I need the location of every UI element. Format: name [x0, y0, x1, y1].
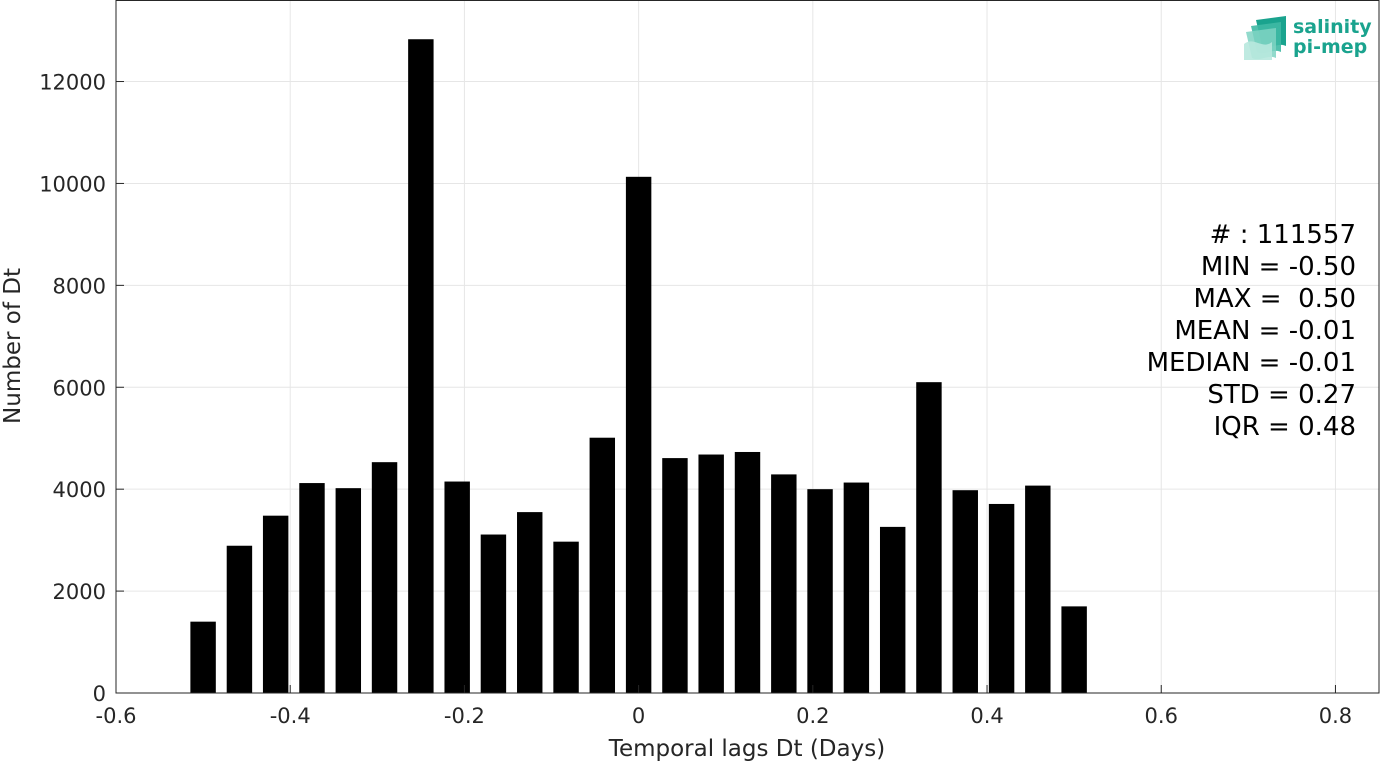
statistics-box: # : 111557 MIN = -0.50 MAX = 0.50 MEAN =…	[1147, 220, 1356, 442]
bars	[190, 39, 1087, 694]
x-tick-label-3: 0	[632, 704, 645, 728]
histogram-bar-16	[771, 474, 797, 693]
histogram-bar-22	[988, 503, 1015, 693]
logo-line-2: pi-mep	[1293, 36, 1367, 58]
stat-median: MEDIAN = -0.01	[1147, 348, 1356, 378]
y-tick-label-6: 12000	[39, 71, 106, 95]
histogram-bar-12	[625, 176, 652, 694]
y-axis-ticks: 0 2000 4000 6000 8000 10000 12000	[39, 71, 124, 706]
wave-layers-icon	[1244, 16, 1286, 60]
histogram-bar-7	[444, 481, 470, 693]
histogram-bar-3	[299, 483, 325, 693]
histogram-bar-9	[517, 512, 543, 693]
plot-frame	[115, 0, 1380, 694]
x-axis-title: Temporal lags Dt (Days)	[608, 736, 885, 762]
y-tick-label-3: 6000	[53, 376, 106, 400]
x-tick-label-7: 0.8	[1319, 704, 1352, 728]
histogram-bar-23	[1025, 485, 1051, 693]
stat-min: MIN = -0.50	[1201, 252, 1356, 282]
y-tick-label-2: 4000	[53, 478, 106, 502]
histogram-bar-5	[371, 462, 398, 693]
histogram-bar-10	[553, 541, 579, 693]
histogram-bar-20	[916, 382, 942, 693]
histogram-bar-4	[335, 488, 362, 693]
histogram-bar-14	[698, 454, 724, 693]
y-tick-label-0: 0	[93, 682, 106, 706]
histogram-bar-13	[662, 458, 688, 693]
stat-mean: MEAN = -0.01	[1174, 316, 1356, 346]
histogram-bar-8	[480, 534, 507, 693]
x-tick-label-6: 0.6	[1145, 704, 1178, 728]
stat-std: STD = 0.27	[1207, 380, 1356, 410]
stat-max: MAX = 0.50	[1194, 284, 1357, 314]
stat-iqr: IQR = 0.48	[1214, 412, 1356, 442]
histogram-bar-6	[408, 39, 434, 694]
y-axis-title: Number of Dt	[0, 268, 26, 424]
stat-count: # : 111557	[1210, 220, 1356, 250]
x-tick-label-2: -0.2	[444, 704, 485, 728]
histogram-bar-0	[190, 621, 216, 693]
salinity-pi-mep-logo: salinity pi-mep	[1244, 16, 1372, 60]
histogram-bar-19	[879, 526, 906, 693]
axes	[115, 0, 1380, 694]
histogram-bar-18	[843, 482, 870, 693]
x-axis-ticks: -0.6 -0.4 -0.2 0 0.2 0.4 0.6 0.8	[96, 685, 1352, 728]
x-tick-label-4: 0.2	[796, 704, 829, 728]
histogram-bar-11	[589, 437, 616, 693]
y-tick-label-4: 8000	[53, 274, 106, 298]
histogram-bar-2	[262, 515, 289, 693]
x-tick-label-5: 0.4	[970, 704, 1003, 728]
x-tick-label-0: -0.6	[96, 704, 137, 728]
histogram-bar-24	[1061, 606, 1087, 693]
y-tick-label-1: 2000	[53, 580, 106, 604]
histogram-bar-15	[734, 451, 761, 693]
histogram-bar-17	[807, 489, 833, 693]
histogram-bar-21	[952, 490, 978, 693]
y-tick-label-5: 10000	[39, 172, 106, 196]
x-tick-label-1: -0.4	[270, 704, 311, 728]
logo-line-1: salinity	[1293, 16, 1372, 38]
histogram-bar-1	[226, 545, 253, 693]
